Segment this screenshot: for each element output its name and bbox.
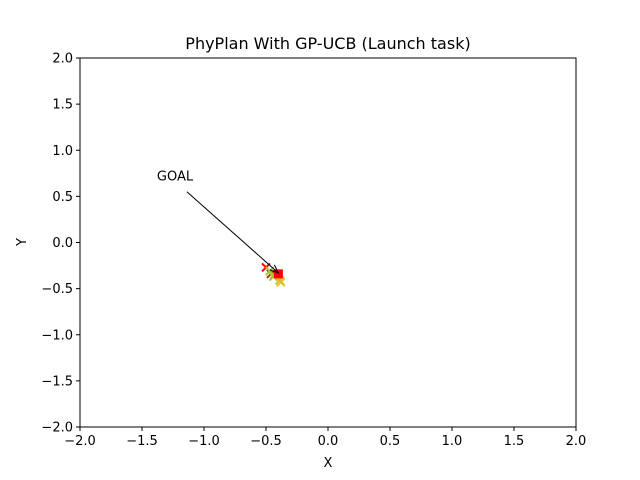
x-tick-label: 2.0 bbox=[566, 434, 587, 449]
data-marks bbox=[261, 262, 286, 287]
goal-annotation: GOAL bbox=[157, 170, 280, 274]
goal-annotation-label: GOAL bbox=[157, 170, 194, 185]
x-tick-label: 1.0 bbox=[442, 434, 463, 449]
x-axis-label: X bbox=[324, 456, 333, 471]
x-axis-ticks: −2.0 −1.5 −1.0 −0.5 0.0 0.5 1.0 1.5 2.0 bbox=[64, 427, 586, 449]
y-axis-label: Y bbox=[15, 238, 30, 247]
y-tick-label: 1.0 bbox=[52, 144, 73, 159]
x-tick-label: −1.0 bbox=[188, 434, 220, 449]
y-tick-label: 1.5 bbox=[52, 98, 73, 113]
goal-point bbox=[273, 269, 283, 279]
x-tick-label: −1.5 bbox=[126, 434, 158, 449]
goal-annotation-arrowhead bbox=[269, 264, 280, 274]
y-tick-label: −2.0 bbox=[41, 421, 73, 436]
plot-frame bbox=[79, 57, 577, 428]
y-tick-label: −1.5 bbox=[41, 374, 73, 389]
y-tick-label: −1.0 bbox=[41, 328, 73, 343]
chart-title: PhyPlan With GP-UCB (Launch task) bbox=[185, 34, 470, 53]
y-tick-label: 0.5 bbox=[52, 190, 73, 205]
y-tick-label: −0.5 bbox=[41, 282, 73, 297]
x-tick-label: 0.0 bbox=[318, 434, 339, 449]
x-tick-label: 1.5 bbox=[504, 434, 525, 449]
x-tick-label: 0.5 bbox=[380, 434, 401, 449]
x-tick-label: −0.5 bbox=[250, 434, 282, 449]
y-tick-label: 0.0 bbox=[52, 236, 73, 251]
attempt-point bbox=[265, 266, 275, 276]
goal-annotation-arrow bbox=[186, 191, 279, 274]
y-tick-label: 2.0 bbox=[52, 52, 73, 67]
y-axis-ticks: −2.0 −1.5 −1.0 −0.5 0.0 0.5 1.0 1.5 2.0 bbox=[41, 52, 80, 436]
x-tick-label: −2.0 bbox=[64, 434, 96, 449]
